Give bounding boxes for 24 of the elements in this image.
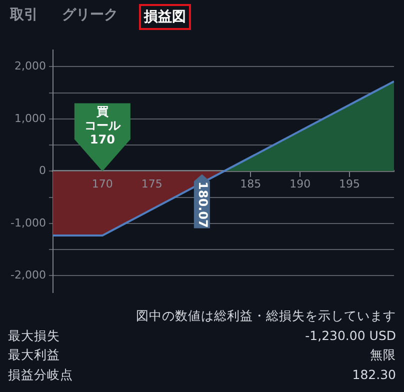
y-tick-label: 2,000	[14, 60, 46, 73]
text: 182.30	[352, 366, 396, 384]
x-tick-label: 190	[290, 178, 311, 191]
y-tick-label: 1,000	[14, 112, 46, 125]
annotation: 買	[95, 104, 108, 118]
y-tick-label: 0	[39, 164, 46, 178]
text: 取引	[8, 6, 39, 25]
x-tick-label: 185	[240, 178, 262, 191]
x-tick-label: 170	[92, 178, 113, 191]
y-tick-label: -2,000	[10, 268, 46, 282]
text: 損益図	[139, 4, 191, 30]
annotation: 170	[90, 132, 115, 146]
text: 損益分岐点	[8, 366, 73, 384]
x-tick-label: 195	[339, 178, 360, 191]
text: 最大利益	[8, 346, 60, 364]
x-tick-label: 175	[141, 178, 162, 191]
annotation: 180.07	[196, 182, 210, 228]
text: グリーク	[61, 6, 119, 25]
y-tick-label: -1,000	[10, 216, 46, 230]
annotation: コール	[84, 118, 122, 132]
text: 最大損失	[8, 326, 60, 344]
text: -1,230.00 USD	[305, 326, 396, 344]
text: 無限	[370, 346, 396, 364]
text: 図中の数値は総利益・総損失を示しています	[135, 307, 396, 325]
